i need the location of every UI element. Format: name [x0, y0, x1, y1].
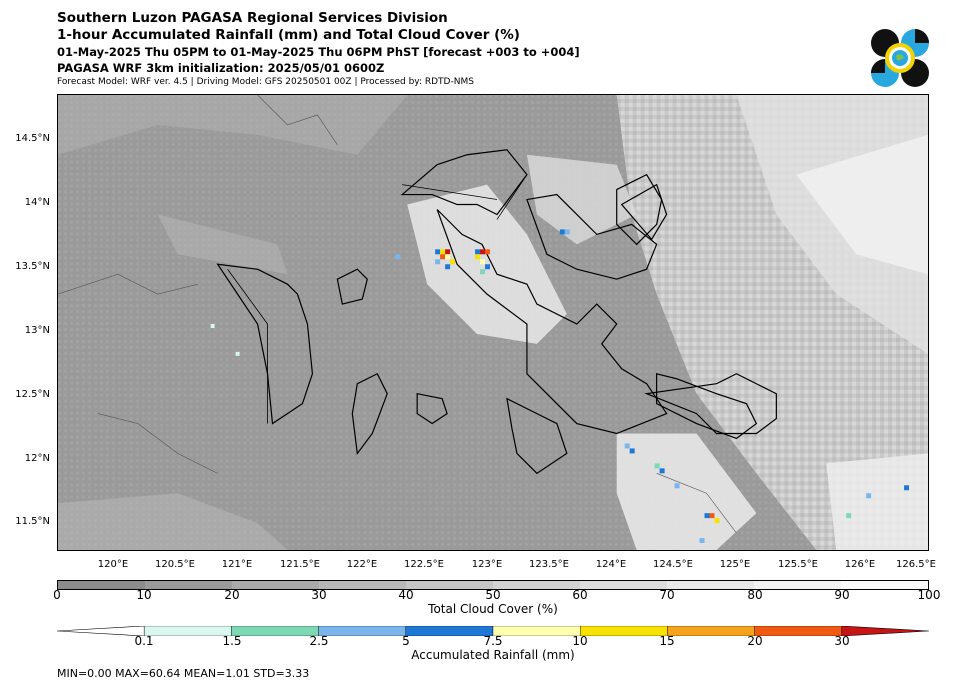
cc-tick: 0 — [53, 588, 61, 602]
pagasa-logo — [871, 29, 929, 87]
cc-swatch — [841, 581, 928, 589]
lon-label: 121°E — [221, 559, 253, 570]
lat-label: 14.5°N — [15, 133, 50, 144]
rainfall-cloud-map — [57, 94, 929, 551]
rainfall-title: Accumulated Rainfall (mm) — [411, 648, 575, 662]
rain-swatch — [754, 626, 842, 636]
rain-swatch — [405, 626, 494, 636]
lat-label: 11.5°N — [15, 516, 50, 527]
cc-tick: 30 — [311, 588, 327, 602]
rain-swatch — [231, 626, 319, 636]
rain-tick: 7.5 — [483, 634, 503, 648]
lon-label: 123.5°E — [529, 559, 569, 570]
cc-tick: 90 — [834, 588, 850, 602]
rain-tick: 5 — [402, 634, 410, 648]
lon-label: 120°E — [97, 559, 129, 570]
lon-label: 126°E — [844, 559, 876, 570]
title-line-3: 01-May-2025 Thu 05PM to 01-May-2025 Thu … — [57, 45, 580, 59]
title-line-4: PAGASA WRF 3km initialization: 2025/05/0… — [57, 61, 385, 75]
cc-tick: 40 — [398, 588, 414, 602]
cc-swatch — [406, 581, 493, 589]
rain-tick: 20 — [747, 634, 763, 648]
cc-swatch — [58, 581, 145, 589]
rain-tick: 10 — [572, 634, 588, 648]
statistics: MIN=0.00 MAX=60.64 MEAN=1.01 STD=3.33 — [57, 667, 310, 680]
cloud-cover-colorbar — [57, 580, 929, 590]
lon-label: 125.5°E — [778, 559, 818, 570]
cc-swatch — [754, 581, 841, 589]
cc-swatch — [580, 581, 667, 589]
rain-tick: 0.1 — [134, 634, 154, 648]
cc-tick: 100 — [917, 588, 941, 602]
lat-label: 12°N — [24, 453, 50, 464]
lon-label: 124°E — [595, 559, 627, 570]
cc-swatch — [667, 581, 754, 589]
cc-tick: 10 — [136, 588, 152, 602]
title-block: Southern Luzon PAGASA Regional Services … — [57, 10, 580, 89]
cloud-cover-title: Total Cloud Cover (%) — [428, 602, 558, 616]
cc-tick: 70 — [659, 588, 675, 602]
cc-tick: 60 — [572, 588, 588, 602]
rain-swatch — [580, 626, 668, 636]
rain-swatch — [492, 626, 581, 636]
lon-label: 125°E — [719, 559, 751, 570]
cc-tick: 50 — [485, 588, 501, 602]
lon-label: 122.5°E — [404, 559, 444, 570]
title-line-2: 1-hour Accumulated Rainfall (mm) and Tot… — [57, 27, 520, 43]
rain-swatch — [667, 626, 755, 636]
title-line-1: Southern Luzon PAGASA Regional Services … — [57, 10, 448, 26]
rain-tick: 15 — [659, 634, 675, 648]
lat-label: 13°N — [24, 325, 50, 336]
lon-label: 123°E — [471, 559, 503, 570]
lon-label: 126.5°E — [896, 559, 936, 570]
lat-label: 13.5°N — [15, 261, 50, 272]
cc-tick: 20 — [224, 588, 240, 602]
lon-label: 120.5°E — [155, 559, 195, 570]
rain-tick: 1.5 — [222, 634, 242, 648]
lat-label: 14°N — [24, 197, 50, 208]
lat-label: 12.5°N — [15, 389, 50, 400]
cc-swatch — [232, 581, 319, 589]
title-line-5: Forecast Model: WRF ver. 4.5 | Driving M… — [57, 77, 474, 87]
rainfall-colorbar — [57, 626, 929, 636]
lon-label: 121.5°E — [280, 559, 320, 570]
lon-label: 122°E — [346, 559, 378, 570]
cc-swatch — [319, 581, 406, 589]
cc-swatch — [493, 581, 580, 589]
cc-tick: 80 — [747, 588, 763, 602]
rain-swatch-min — [57, 626, 145, 636]
lon-label: 124.5°E — [653, 559, 693, 570]
rain-tick: 2.5 — [309, 634, 329, 648]
cc-swatch — [145, 581, 232, 589]
rain-swatch — [143, 626, 232, 636]
rain-swatch-max — [841, 626, 929, 636]
rain-swatch — [318, 626, 407, 636]
rain-tick: 30 — [834, 634, 850, 648]
